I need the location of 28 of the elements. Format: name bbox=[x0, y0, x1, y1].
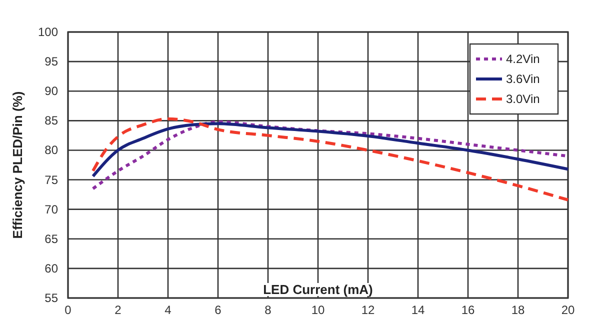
x-tick-label: 12 bbox=[361, 303, 375, 317]
x-tick-label: 20 bbox=[561, 303, 575, 317]
legend-label: 3.6Vin bbox=[506, 72, 540, 86]
y-tick-label: 100 bbox=[38, 25, 58, 39]
x-tick-label: 16 bbox=[461, 303, 475, 317]
x-tick-label: 6 bbox=[214, 303, 222, 317]
x-tick-label: 10 bbox=[311, 303, 325, 317]
x-tick-label: 8 bbox=[264, 303, 272, 317]
y-tick-label: 95 bbox=[44, 54, 58, 69]
y-tick-label: 85 bbox=[44, 114, 58, 128]
x-tick-label: 14 bbox=[411, 303, 425, 317]
y-axis-title: Efficiency PLED/Pin (%) bbox=[10, 91, 25, 239]
legend-label: 4.2Vin bbox=[506, 52, 540, 66]
y-tick-label: 80 bbox=[44, 143, 58, 158]
line-series bbox=[92, 122, 570, 178]
x-tick-label: 4 bbox=[164, 303, 172, 317]
line-series bbox=[92, 117, 570, 202]
x-axis-title: LED Current (mA) bbox=[263, 282, 373, 297]
legend-label: 3.0Vin bbox=[506, 92, 540, 106]
y-tick-label: 65 bbox=[44, 232, 58, 246]
y-tick-label: 90 bbox=[44, 84, 58, 98]
y-tick-label: 70 bbox=[44, 202, 58, 216]
y-tick-label: 60 bbox=[44, 261, 58, 276]
y-tick-label: 75 bbox=[44, 172, 58, 187]
x-tick-label: 18 bbox=[511, 303, 525, 317]
x-tick-label: 0 bbox=[64, 303, 72, 317]
y-tick-label: 55 bbox=[44, 291, 58, 305]
x-tick-label: 2 bbox=[114, 303, 122, 317]
